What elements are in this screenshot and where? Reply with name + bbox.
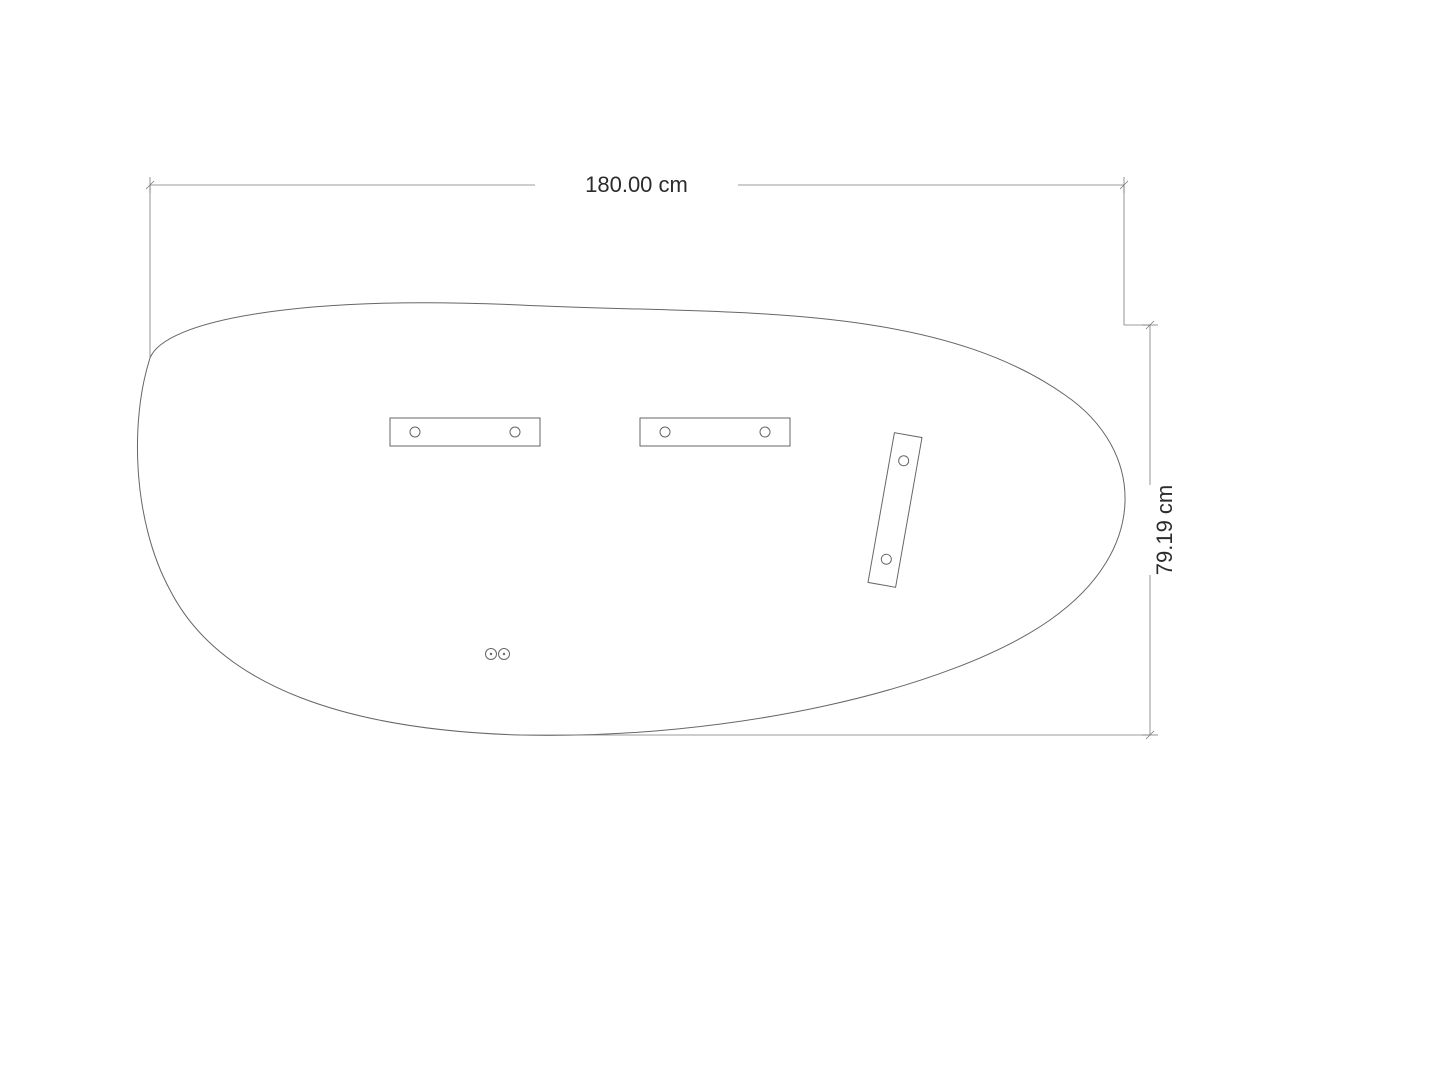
sensor-dot xyxy=(503,653,505,655)
dimension-height-label: 79.19 cm xyxy=(1152,485,1177,576)
dimension-height: 79.19 cm xyxy=(1142,321,1177,739)
bracket-hole xyxy=(881,553,893,565)
sensor-dot xyxy=(490,653,492,655)
mounting-bracket-rotated xyxy=(868,433,922,588)
dimension-width: 180.00 cm xyxy=(146,172,1128,197)
bracket-hole xyxy=(898,455,910,467)
dimension-width-label: 180.00 cm xyxy=(585,172,688,197)
bracket-hole xyxy=(660,427,670,437)
bracket-hole xyxy=(510,427,520,437)
bracket-hole xyxy=(410,427,420,437)
touch-sensor-icons xyxy=(486,649,510,660)
bracket-hole xyxy=(760,427,770,437)
mounting-bracket-3 xyxy=(868,433,922,588)
extension-lines xyxy=(150,185,1150,735)
technical-drawing: 180.00 cm 79.19 cm xyxy=(0,0,1440,1080)
mounting-bracket-1 xyxy=(390,418,540,446)
mirror-outline xyxy=(137,303,1125,736)
mounting-brackets xyxy=(390,418,790,446)
mounting-bracket-2 xyxy=(640,418,790,446)
